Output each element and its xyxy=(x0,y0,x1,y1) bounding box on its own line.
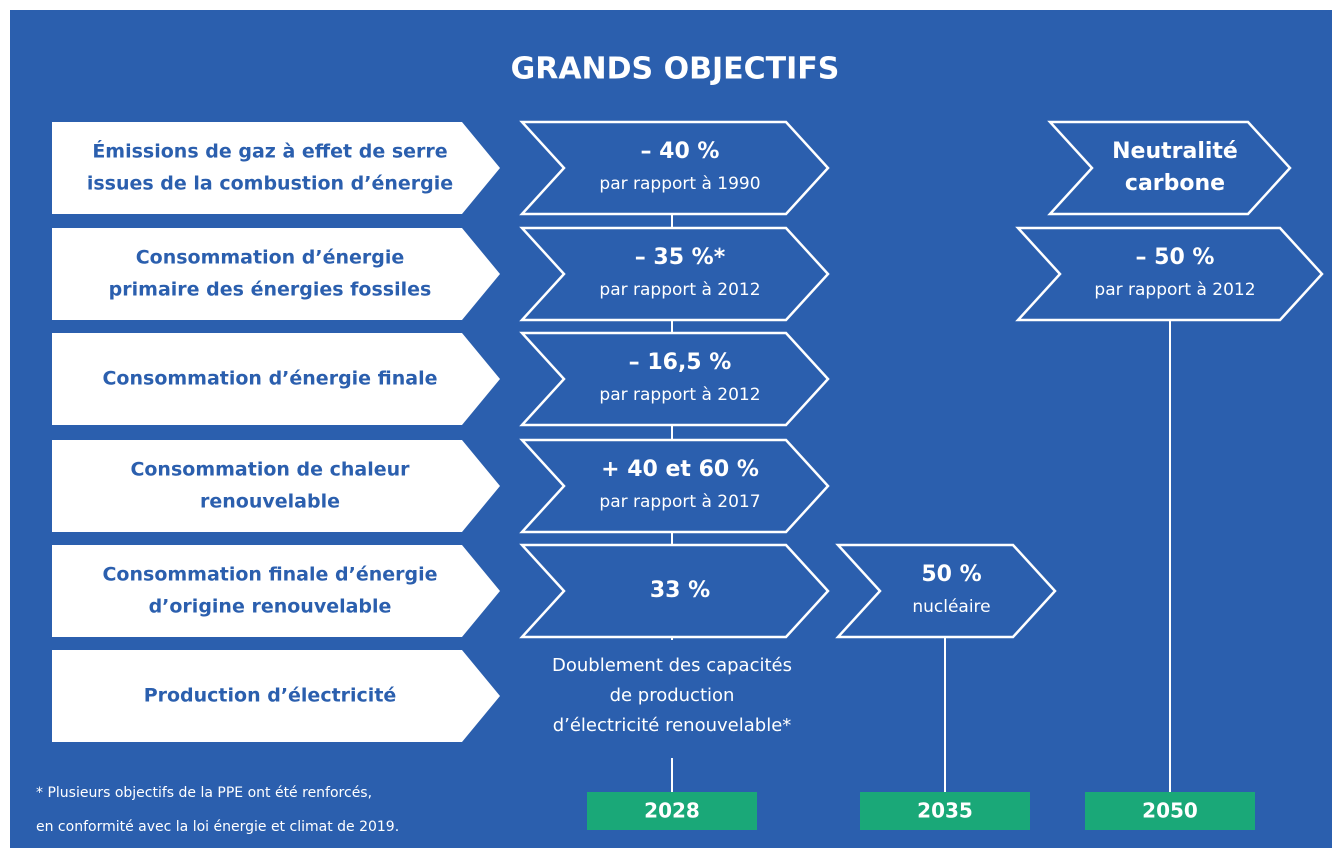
target-note: par rapport à 2012 xyxy=(1094,280,1255,300)
year: 2050 xyxy=(1142,799,1198,823)
footnote: * Plusieurs objectifs de la PPE ont été … xyxy=(36,785,372,801)
row-label-box xyxy=(52,650,500,742)
target-value: 50 % xyxy=(921,562,981,587)
row-label: Production d’électricité xyxy=(144,685,397,707)
target-note: par rapport à 2017 xyxy=(599,492,760,512)
row-label: Émissions de gaz à effet de serre xyxy=(92,140,447,163)
target-chevron xyxy=(519,438,830,534)
row-label-box xyxy=(52,228,500,320)
target-note: d’électricité renouvelable* xyxy=(553,715,792,736)
row-label: Consommation d’énergie finale xyxy=(102,368,437,390)
row-label-box xyxy=(52,545,500,637)
target-note: par rapport à 2012 xyxy=(599,280,760,300)
target-chevron xyxy=(519,226,830,322)
target-chevron xyxy=(1047,120,1292,216)
target-chevron xyxy=(519,120,830,216)
target-note: par rapport à 1990 xyxy=(599,174,760,194)
row-label: d’origine renouvelable xyxy=(149,596,392,618)
target-value: carbone xyxy=(1125,171,1225,196)
target-note: par rapport à 2012 xyxy=(599,385,760,405)
target-value: – 16,5 % xyxy=(629,350,732,375)
row-label: issues de la combustion d’énergie xyxy=(87,173,453,195)
row-label: Consommation d’énergie xyxy=(136,247,405,269)
year-box xyxy=(860,792,1030,830)
target-chevron xyxy=(519,331,830,427)
target-note: Doublement des capacités xyxy=(552,655,792,676)
target-value: 33 % xyxy=(650,578,710,603)
title: GRANDS OBJECTIFS xyxy=(511,52,840,87)
target-chevron xyxy=(835,543,1057,639)
year-box xyxy=(1085,792,1255,830)
target-chevron xyxy=(519,543,830,639)
target-value: – 50 % xyxy=(1136,245,1215,270)
target-chevron xyxy=(1015,226,1324,322)
target-value: + 40 et 60 % xyxy=(601,457,759,482)
target-value: Neutralité xyxy=(1112,139,1238,164)
row-label-box xyxy=(52,333,500,425)
year-box xyxy=(587,792,757,830)
year: 2028 xyxy=(644,799,700,823)
year: 2035 xyxy=(917,799,973,823)
target-value: – 35 %* xyxy=(635,245,726,270)
footnote: en conformité avec la loi énergie et cli… xyxy=(36,819,399,835)
row-label: renouvelable xyxy=(200,491,340,513)
row-label: primaire des énergies fossiles xyxy=(109,279,432,301)
target-value: – 40 % xyxy=(641,139,720,164)
row-label-box xyxy=(52,440,500,532)
target-note: nucléaire xyxy=(912,597,990,617)
row-label: Consommation de chaleur xyxy=(130,459,410,481)
row-label-box xyxy=(52,122,500,214)
row-label: Consommation finale d’énergie xyxy=(102,564,437,586)
target-note: de production xyxy=(610,685,735,706)
